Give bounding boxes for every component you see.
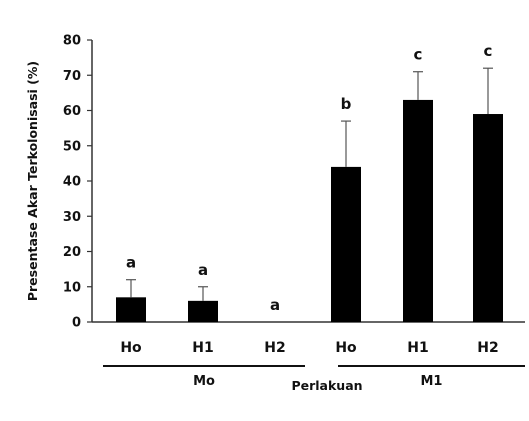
x-tick-label: H2 <box>477 340 498 356</box>
bar <box>403 99 433 322</box>
significance-label: a <box>198 261 208 279</box>
y-tick-label: 40 <box>63 175 81 190</box>
group-brackets: Mo M1 <box>103 365 525 389</box>
bar <box>116 297 146 322</box>
bar <box>473 114 503 323</box>
bar <box>188 300 218 322</box>
significance-label: a <box>126 254 136 272</box>
x-tick-label: H1 <box>407 340 428 356</box>
y-tick-label: 70 <box>63 69 81 84</box>
y-axis-title: Presentase Akar Terkolonisasi (%) <box>25 61 40 301</box>
x-tick-label: Ho <box>335 340 357 356</box>
x-tick-label: H1 <box>192 340 213 356</box>
y-tick-label: 50 <box>63 139 81 154</box>
y-tick-label: 0 <box>72 316 81 331</box>
bar-series: a a a b c c <box>116 42 503 323</box>
group-label: M1 <box>421 374 443 389</box>
y-tick-label: 30 <box>63 210 81 225</box>
bar <box>331 166 361 322</box>
x-axis-title: Perlakuan <box>291 378 362 393</box>
significance-label: c <box>484 42 493 60</box>
significance-label: c <box>414 46 423 64</box>
y-tick-label: 80 <box>63 34 81 49</box>
significance-label: b <box>341 95 352 113</box>
x-tick-label: H2 <box>264 340 285 356</box>
x-tick-label: Ho <box>120 340 142 356</box>
y-tick-label: 60 <box>63 104 81 119</box>
group-label: Mo <box>193 374 215 389</box>
y-tick-label: 20 <box>63 245 81 260</box>
x-tick-labels: Ho H1 H2 Ho H1 H2 <box>120 340 498 356</box>
y-tick-group: 0 10 20 30 40 50 60 70 80 <box>63 34 92 331</box>
y-tick-label: 10 <box>63 280 81 295</box>
significance-label: a <box>270 296 280 314</box>
